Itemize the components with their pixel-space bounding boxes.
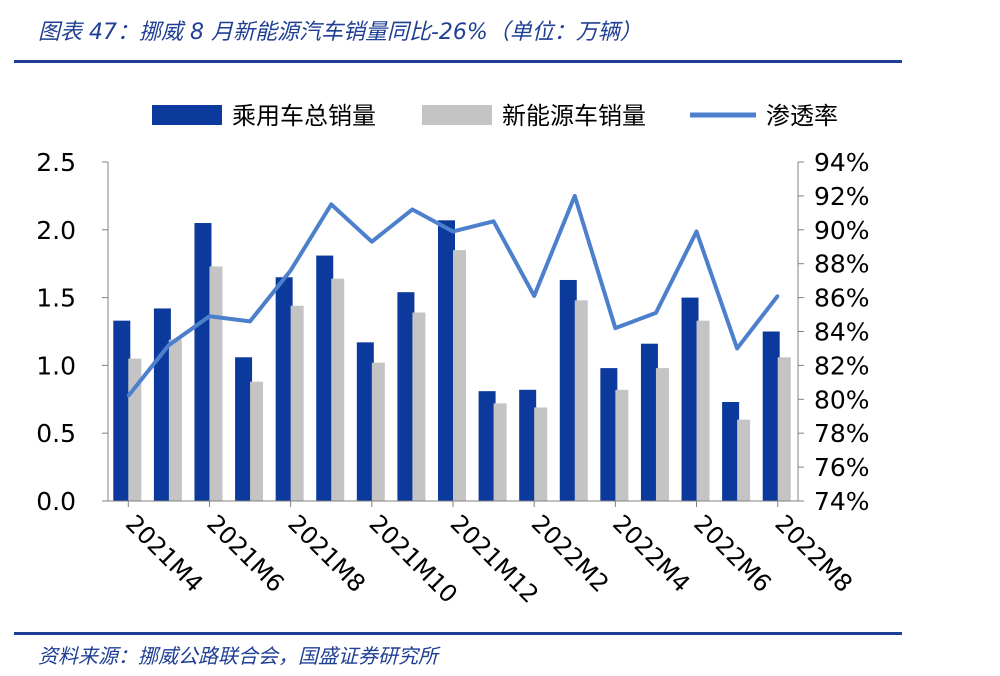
bar-total-sales <box>762 331 780 501</box>
source-note: 资料来源：挪威公路联合会，国盛证券研究所 <box>38 644 438 668</box>
bar-nev-sales <box>615 389 629 501</box>
axes-group <box>102 161 804 507</box>
legend-label-nev-sales: 新能源车销量 <box>502 102 646 130</box>
right-tick-label: 78% <box>814 419 870 448</box>
penetration-rate-point <box>289 268 293 272</box>
penetration-rate-point <box>654 311 658 315</box>
bar-nev-sales <box>655 368 669 501</box>
left-tick-label: 1.0 <box>36 351 76 380</box>
bar-total-sales <box>316 255 334 501</box>
penetration-rate-point <box>613 326 617 330</box>
bar-total-sales <box>438 220 455 502</box>
bar-nev-sales <box>412 312 426 501</box>
bar-total-sales <box>356 342 374 501</box>
right-tick-label: 94% <box>814 148 870 177</box>
penetration-rate-point <box>370 240 374 244</box>
right-tick-label: 92% <box>814 182 870 211</box>
right-tick-label: 88% <box>814 250 870 279</box>
bar-total-sales <box>397 292 415 501</box>
bar-total-sales <box>194 223 212 501</box>
right-tick-label: 82% <box>814 351 870 380</box>
penetration-rate-point <box>695 229 699 233</box>
bar-nev-sales <box>290 305 304 501</box>
left-tick-label: 0.5 <box>36 419 76 448</box>
bar-total-sales <box>235 357 253 501</box>
x-tick-label: 2022M6 <box>688 509 776 597</box>
left-tick-label: 1.5 <box>36 284 76 313</box>
x-tick-label: 2021M12 <box>445 509 544 608</box>
x-tick-label: 2021M6 <box>201 509 289 597</box>
left-tick-label: 2.5 <box>36 148 76 177</box>
chart-title: 图表 47：挪威 8 月新能源汽车销量同比-26%（单位：万辆） <box>38 20 642 45</box>
x-tick-label: 2022M4 <box>607 509 695 597</box>
penetration-rate-point <box>167 343 171 347</box>
bar-nev-sales <box>453 250 466 501</box>
legend-swatch-nev-sales <box>422 105 492 125</box>
bar-nev-sales <box>371 362 385 501</box>
penetration-rate-point <box>248 319 252 323</box>
right-tick-label: 86% <box>814 284 870 313</box>
bar-nev-sales <box>777 357 791 501</box>
title-rule <box>14 60 902 63</box>
bar-nev-sales <box>534 407 548 501</box>
bar-nev-sales <box>168 339 182 501</box>
x-tick-label: 2022M8 <box>769 509 857 597</box>
penetration-rate-point <box>207 314 211 318</box>
bar-total-sales <box>559 279 577 501</box>
legend: 乘用车总销量 新能源车销量 渗透率 <box>152 102 838 130</box>
bar-total-sales <box>275 277 293 501</box>
line-group <box>126 193 780 398</box>
right-tick-label: 80% <box>814 385 870 414</box>
legend-swatch-total-sales <box>152 105 222 125</box>
bar-nev-sales <box>250 381 264 501</box>
bar-nev-sales <box>574 300 588 501</box>
bar-total-sales <box>640 343 658 501</box>
bars-group <box>113 220 791 502</box>
bar-total-sales <box>681 297 699 501</box>
penetration-rate-point <box>735 346 739 350</box>
right-tick-label: 74% <box>814 487 870 516</box>
bar-nev-sales <box>331 278 345 501</box>
x-tick-label: 2021M4 <box>120 509 208 597</box>
right-tick-label: 90% <box>814 216 870 245</box>
right-tick-label: 76% <box>814 453 870 482</box>
penetration-rate-point <box>776 294 780 298</box>
penetration-rate-point <box>451 229 455 233</box>
left-tick-label: 0.0 <box>36 487 76 516</box>
x-tick-label: 2021M10 <box>364 509 463 608</box>
right-tick-label: 84% <box>814 318 870 347</box>
penetration-rate-point <box>410 207 414 211</box>
penetration-rate-point <box>492 219 496 223</box>
penetration-rate-point <box>126 394 130 398</box>
bar-nev-sales <box>737 419 751 501</box>
legend-label-total-sales: 乘用车总销量 <box>232 102 376 130</box>
bar-total-sales <box>478 391 496 501</box>
bar-total-sales <box>153 308 171 501</box>
bar-total-sales <box>113 320 131 501</box>
bar-nev-sales <box>209 266 223 501</box>
bar-nev-sales <box>696 320 710 501</box>
source-rule <box>14 632 902 635</box>
bar-total-sales <box>519 389 537 501</box>
x-tick-label: 2021M8 <box>282 509 370 597</box>
penetration-rate-point <box>329 202 333 206</box>
legend-label-penetration: 渗透率 <box>766 102 838 130</box>
penetration-rate-point <box>532 294 536 298</box>
penetration-rate-point <box>573 194 577 198</box>
bar-total-sales <box>600 368 618 501</box>
left-tick-label: 2.0 <box>36 216 76 245</box>
bar-total-sales <box>722 402 740 501</box>
bar-nev-sales <box>493 403 507 501</box>
